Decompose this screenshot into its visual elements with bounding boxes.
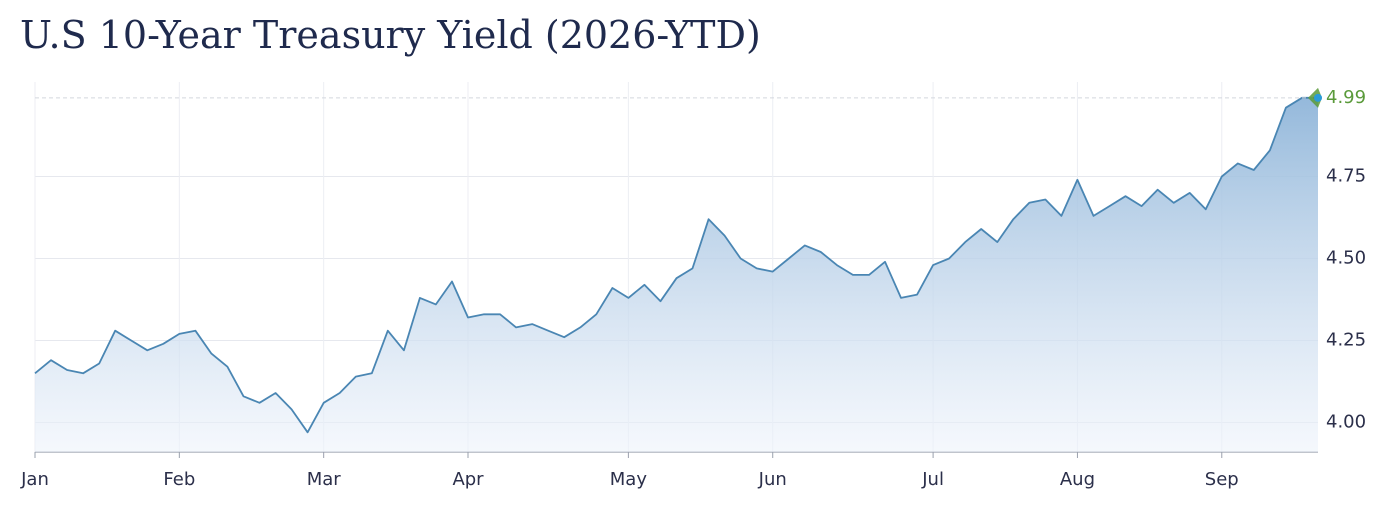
chart-title: U.S 10-Year Treasury Yield (2026-YTD)	[20, 13, 761, 57]
y-tick-label: 4.25	[1326, 330, 1366, 351]
y-tick-label: 4.50	[1326, 248, 1366, 269]
x-tick-label: Mar	[307, 469, 342, 490]
x-tick-label: May	[610, 469, 648, 490]
y-tick-label: 4.00	[1326, 411, 1366, 432]
x-tick-label: Aug	[1060, 469, 1095, 490]
x-tick-label: Jun	[758, 469, 787, 490]
last-value-dot	[1314, 93, 1322, 102]
x-tick-label: Apr	[452, 469, 484, 490]
x-tick-label: Sep	[1205, 469, 1239, 490]
x-tick-label: Jul	[921, 469, 944, 490]
x-tick-label: Jan	[20, 469, 49, 490]
area	[35, 97, 1318, 453]
last-value-label: 4.99	[1326, 87, 1366, 108]
y-tick-label: 4.75	[1326, 166, 1366, 187]
line	[34, 96, 1318, 434]
x-tick-label: Feb	[163, 469, 195, 490]
